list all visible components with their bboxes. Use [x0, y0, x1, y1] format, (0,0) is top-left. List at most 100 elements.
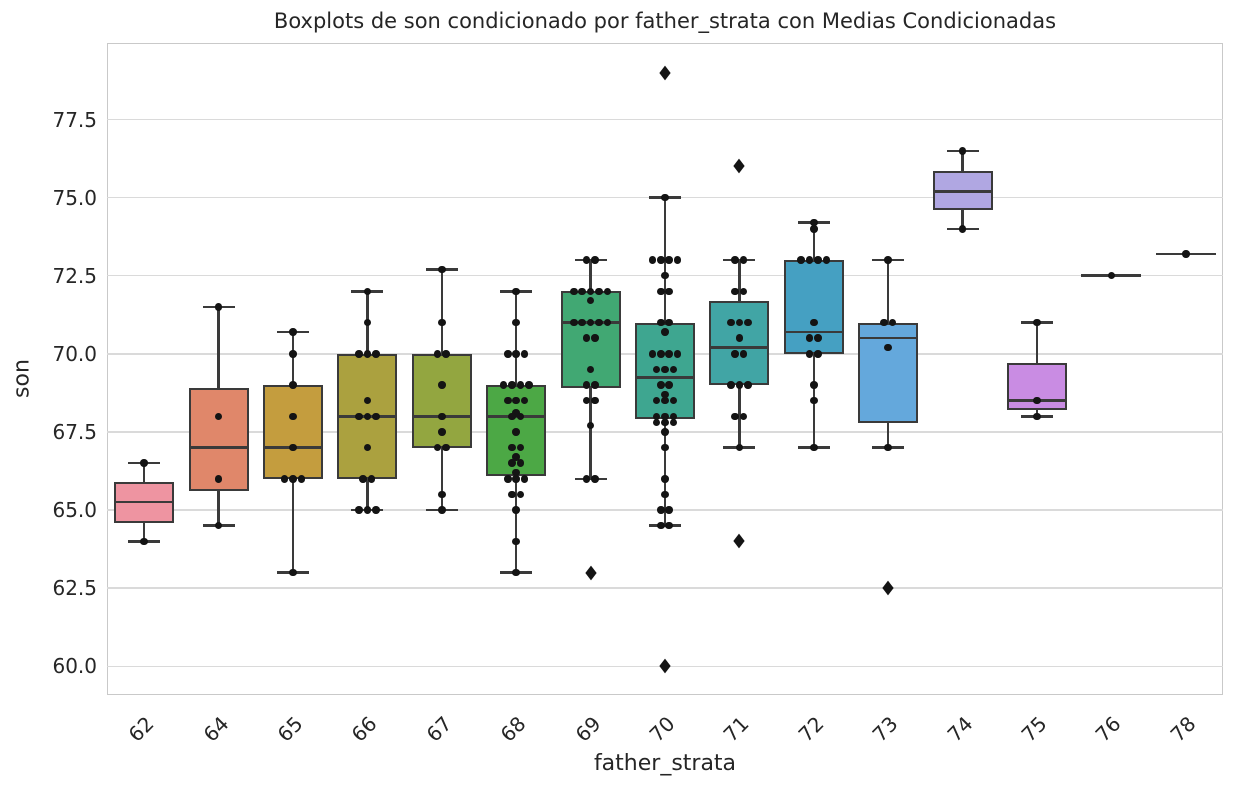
- data-point: [520, 350, 529, 358]
- data-point: [731, 287, 739, 296]
- data-point: [499, 381, 508, 389]
- y-tick-label: 60.0: [52, 654, 97, 679]
- data-point: [582, 256, 591, 264]
- whisker-upper: [142, 463, 146, 482]
- data-point: [508, 443, 516, 452]
- data-point: [810, 396, 818, 405]
- data-point: [570, 287, 578, 296]
- data-point: [214, 521, 223, 530]
- data-point: [810, 443, 818, 452]
- whisker-upper: [961, 150, 964, 172]
- data-point: [661, 396, 669, 405]
- data-point: [289, 350, 297, 358]
- data-point: [814, 256, 822, 264]
- data-point: [1107, 271, 1116, 280]
- x-axis-label: father_strata: [593, 751, 737, 776]
- median-line: [858, 336, 919, 340]
- data-point: [1033, 396, 1041, 405]
- data-point: [591, 334, 599, 342]
- data-point: [438, 381, 446, 389]
- whisker-lower: [291, 478, 295, 573]
- data-point: [504, 475, 512, 483]
- data-point: [591, 381, 599, 389]
- data-point: [822, 256, 831, 264]
- data-point: [586, 318, 595, 327]
- median-line: [709, 346, 770, 349]
- data-point: [570, 318, 578, 327]
- data-point: [508, 459, 516, 467]
- data-point: [508, 490, 516, 499]
- data-point: [735, 443, 744, 452]
- data-point: [512, 506, 520, 514]
- whisker-upper: [217, 306, 220, 389]
- data-point: [438, 318, 446, 327]
- median-line: [932, 190, 993, 193]
- data-point: [648, 256, 657, 264]
- data-point: [661, 490, 669, 499]
- data-point: [512, 318, 520, 327]
- data-point: [805, 256, 814, 264]
- whisker-upper: [291, 331, 295, 386]
- y-tick-label: 77.5: [52, 107, 97, 132]
- data-point: [744, 381, 752, 389]
- y-tick-label: 62.5: [52, 576, 97, 601]
- data-point: [657, 506, 665, 514]
- data-point: [814, 334, 822, 342]
- data-point: [442, 443, 450, 452]
- data-point: [661, 443, 669, 452]
- whisker-cap-upper: [574, 258, 607, 262]
- data-point: [665, 381, 673, 389]
- data-point: [516, 490, 525, 499]
- data-point: [739, 350, 748, 358]
- data-point: [657, 287, 665, 296]
- data-point: [433, 350, 442, 358]
- data-point: [516, 443, 525, 452]
- data-point: [958, 225, 967, 233]
- data-point: [512, 537, 520, 546]
- whisker-lower: [738, 385, 741, 448]
- data-point: [673, 256, 682, 264]
- data-point: [438, 412, 446, 421]
- data-point: [516, 381, 525, 389]
- whisker-upper: [886, 260, 890, 323]
- data-point: [669, 412, 678, 421]
- whisker-lower: [961, 210, 964, 229]
- data-point: [884, 343, 892, 352]
- box-64: [188, 388, 249, 492]
- data-point: [731, 412, 739, 421]
- data-point: [603, 318, 612, 327]
- data-point: [363, 350, 372, 358]
- data-point: [289, 568, 297, 577]
- data-point: [652, 396, 661, 405]
- data-point: [525, 381, 533, 389]
- data-point: [367, 475, 376, 483]
- y-axis-label: son: [9, 359, 35, 398]
- median-line: [188, 446, 249, 449]
- data-point: [739, 256, 748, 264]
- whisker-upper: [514, 291, 518, 386]
- data-point: [814, 350, 822, 358]
- whisker-upper: [738, 260, 741, 301]
- data-point: [657, 381, 665, 389]
- data-point: [591, 256, 599, 264]
- data-point: [280, 475, 289, 483]
- whisker-upper: [812, 222, 816, 261]
- data-point: [731, 350, 739, 358]
- data-point: [665, 287, 673, 296]
- box-67: [411, 353, 472, 448]
- data-point: [289, 475, 297, 483]
- whisker-upper: [663, 197, 667, 323]
- box-65: [263, 385, 323, 479]
- data-point: [512, 409, 520, 417]
- median-line: [635, 376, 695, 379]
- data-point: [438, 265, 446, 274]
- whisker-lower: [589, 388, 592, 479]
- y-tick-label: 65.0: [52, 498, 97, 523]
- data-point: [582, 334, 591, 342]
- data-point: [504, 396, 512, 405]
- data-point: [582, 381, 591, 389]
- data-point: [884, 443, 892, 452]
- data-point: [665, 350, 673, 358]
- data-point: [888, 318, 897, 327]
